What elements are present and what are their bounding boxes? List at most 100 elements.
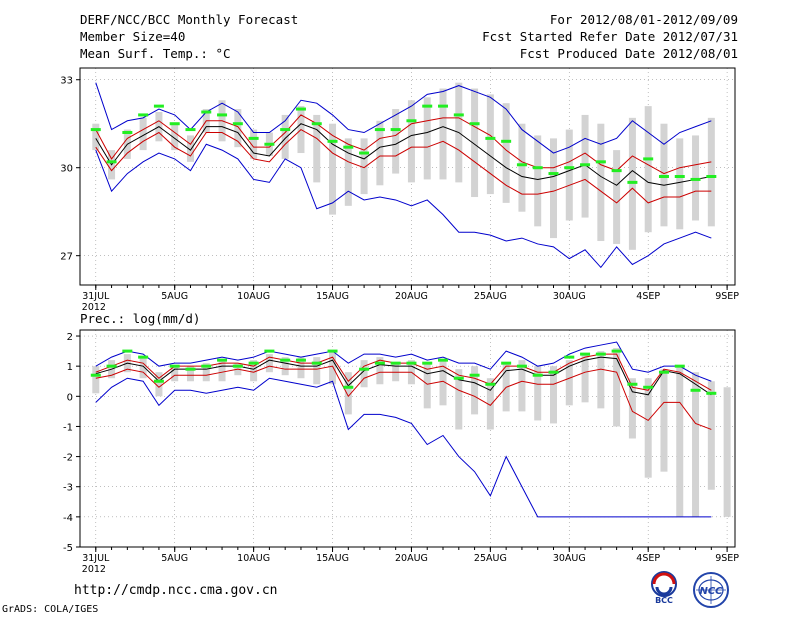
plot-frame	[79, 329, 736, 548]
member-range-box	[518, 123, 526, 212]
member-range-box	[265, 354, 273, 373]
member-range-box	[486, 94, 494, 195]
x-tick-year: 2012	[82, 302, 106, 313]
member-range-box	[565, 129, 573, 221]
series-min	[95, 377, 712, 518]
series-spread_upper	[95, 353, 712, 391]
member-range-box	[92, 366, 100, 394]
member-range-box	[202, 363, 210, 382]
source-url[interactable]: http://cmdp.ncc.cma.gov.cn	[74, 583, 278, 598]
member-range-box	[423, 363, 431, 409]
member-range-box	[471, 366, 479, 415]
y-tick-label: -4	[63, 513, 73, 524]
member-range-box	[455, 369, 463, 430]
bcc-logo-icon: BCC	[651, 571, 677, 605]
member-range-box	[344, 138, 352, 206]
member-range-box	[329, 351, 337, 385]
ncc-logo-icon: NCC	[693, 572, 729, 608]
series-mean	[95, 123, 712, 186]
member-range-box	[329, 123, 337, 215]
x-tick-label: 25AUG	[474, 291, 507, 302]
member-range-box	[628, 378, 636, 439]
member-range-box	[486, 378, 494, 430]
member-range-box	[171, 366, 179, 382]
member-range-box	[660, 369, 668, 472]
member-range-box	[676, 138, 684, 230]
grads-credit: GrADS: COLA/IGES	[2, 604, 99, 615]
member-size: Member Size=40	[80, 29, 186, 44]
member-range-box	[281, 114, 289, 159]
member-range-box	[613, 150, 621, 244]
member-range-box	[581, 354, 589, 403]
member-range-box	[360, 360, 368, 388]
x-tick-label: 15AUG	[316, 291, 349, 302]
x-tick-label: 9SEP	[715, 291, 739, 302]
member-range-box	[471, 88, 479, 198]
member-range-box	[676, 366, 684, 517]
member-range-box	[692, 372, 700, 517]
x-tick-year: 2012	[82, 564, 106, 575]
member-range-box	[360, 138, 368, 195]
member-range-box	[439, 88, 447, 180]
member-range-box	[534, 366, 542, 421]
member-range-box	[644, 378, 652, 478]
member-range-box	[171, 123, 179, 151]
member-range-box	[139, 117, 147, 151]
member-range-box	[565, 360, 573, 406]
member-range-box	[407, 100, 415, 183]
member-range-box	[186, 366, 194, 382]
x-tick-label: 4SEP	[636, 553, 660, 564]
member-range-box	[297, 357, 305, 379]
member-range-box	[549, 138, 557, 239]
member-range-box	[723, 387, 731, 517]
member-range-box	[313, 114, 321, 183]
member-range-box	[376, 120, 384, 186]
series-max	[95, 341, 712, 382]
series-max	[95, 82, 712, 154]
member-range-box	[155, 372, 163, 397]
y-tick-label: 33	[60, 76, 73, 87]
member-range-box	[92, 123, 100, 151]
x-tick-label: 20AUG	[395, 553, 428, 564]
member-range-box	[644, 106, 652, 233]
member-range-box	[597, 351, 605, 409]
variable-label: Mean Surf. Temp.: °C	[80, 46, 231, 61]
x-tick-label: 9SEP	[715, 553, 739, 564]
x-tick-label: 5AUG	[161, 291, 188, 302]
member-range-box	[218, 360, 226, 382]
series-mean	[95, 356, 712, 396]
member-range-box	[281, 357, 289, 376]
x-tick-label: 25AUG	[474, 553, 507, 564]
member-range-box	[313, 357, 321, 385]
y-tick-label: 0	[67, 392, 73, 403]
member-range-box	[423, 97, 431, 180]
y-tick-label: -3	[63, 483, 73, 494]
member-range-box	[250, 360, 258, 382]
plot-frame	[79, 67, 736, 286]
x-tick-label: 20AUG	[395, 291, 428, 302]
precip-panel-title: Prec.: log(mm/d)	[80, 311, 200, 326]
x-tick-label: 5AUG	[161, 553, 188, 564]
member-range-box	[707, 381, 715, 490]
series-spread_upper	[95, 114, 712, 175]
y-tick-label: 27	[60, 252, 73, 263]
x-tick-label: 30AUG	[553, 553, 586, 564]
member-range-box	[534, 135, 542, 227]
x-tick-label: 31JUL	[82, 291, 110, 302]
member-range-box	[250, 129, 258, 159]
member-range-box	[502, 103, 510, 203]
x-tick-label: 10AUG	[237, 291, 270, 302]
x-tick-label: 10AUG	[237, 553, 270, 564]
y-tick-label: 2	[67, 332, 73, 343]
member-range-box	[518, 360, 526, 412]
ncc-logo-text: NCC	[699, 586, 723, 597]
x-tick-label: 15AUG	[316, 553, 349, 564]
x-tick-label: 30AUG	[553, 291, 586, 302]
series-spread_lower	[95, 365, 712, 430]
member-range-box	[186, 135, 194, 162]
member-range-box	[344, 372, 352, 415]
member-range-box	[234, 109, 242, 148]
